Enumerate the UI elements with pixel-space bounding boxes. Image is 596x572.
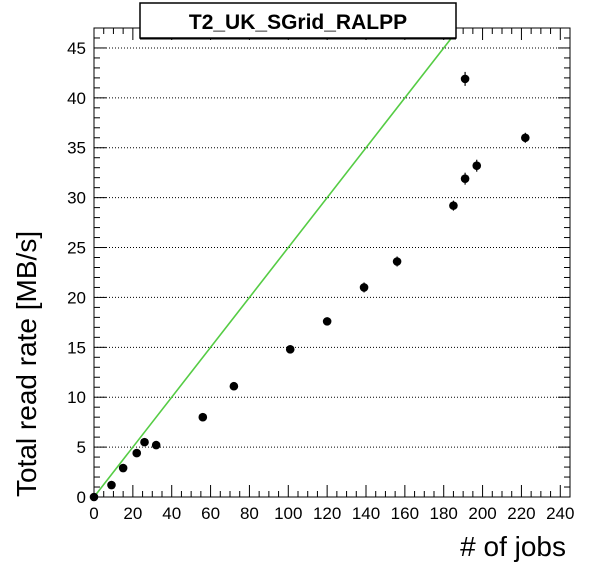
data-point xyxy=(132,448,142,458)
data-point xyxy=(322,317,332,326)
data-point xyxy=(285,345,295,354)
point-marker xyxy=(392,257,402,266)
point-marker xyxy=(89,492,99,502)
data-point xyxy=(460,71,470,86)
data-point xyxy=(392,256,402,267)
x-tick-label: 160 xyxy=(391,504,419,523)
y-tick-label: 45 xyxy=(67,39,86,58)
y-axis-title: Total read rate [MB/s] xyxy=(11,231,42,497)
y-tick-label: 40 xyxy=(67,89,86,108)
point-marker xyxy=(107,480,116,490)
point-marker xyxy=(322,317,332,326)
point-marker xyxy=(449,201,458,210)
point-marker xyxy=(151,440,161,450)
data-point xyxy=(198,412,208,422)
data-point xyxy=(118,463,128,473)
data-point xyxy=(89,492,99,502)
point-marker xyxy=(359,283,369,292)
x-tick-label: 200 xyxy=(468,504,496,523)
data-point xyxy=(140,437,149,447)
data-point xyxy=(449,200,458,211)
x-tick-label: 80 xyxy=(240,504,259,523)
data-point xyxy=(107,480,116,490)
point-marker xyxy=(132,448,142,458)
x-tick-label: 100 xyxy=(274,504,302,523)
x-axis-title: # of jobs xyxy=(460,531,566,562)
y-tick-label: 25 xyxy=(67,239,86,258)
title-box: T2_UK_SGrid_RALPP xyxy=(139,2,457,40)
x-tick-label: 220 xyxy=(507,504,535,523)
point-marker xyxy=(521,133,530,143)
point-marker xyxy=(140,437,149,447)
reference-line xyxy=(93,32,457,498)
x-tick-label: 140 xyxy=(352,504,380,523)
y-tick-label: 30 xyxy=(67,189,86,208)
x-tick-label: 40 xyxy=(162,504,181,523)
chart-title: T2_UK_SGrid_RALPP xyxy=(189,11,407,34)
y-tick-label: 0 xyxy=(77,488,86,507)
x-tick-label: 180 xyxy=(430,504,458,523)
data-points xyxy=(89,71,530,502)
y-tick-label: 20 xyxy=(67,288,86,307)
point-marker xyxy=(460,74,470,84)
point-marker xyxy=(460,174,470,183)
y-tick-label: 15 xyxy=(67,338,86,357)
point-marker xyxy=(472,161,482,171)
data-point xyxy=(460,172,470,185)
x-tick-label: 0 xyxy=(89,504,98,523)
grid-lines xyxy=(94,47,570,448)
tick-labels: 0 5 10 15 20 25 30 35 40 45 0 20 40 60 80 100 120 140 160 1… xyxy=(67,39,574,523)
point-marker xyxy=(229,381,239,391)
data-point xyxy=(472,159,482,172)
data-point xyxy=(229,381,239,391)
point-marker xyxy=(118,463,128,473)
point-marker xyxy=(198,412,208,422)
y-tick-label: 10 xyxy=(67,388,86,407)
y-tick-label: 35 xyxy=(67,139,86,158)
x-tick-label: 120 xyxy=(313,504,341,523)
x-tick-label: 240 xyxy=(546,504,574,523)
y-tick-label: 5 xyxy=(77,438,86,457)
x-tick-label: 20 xyxy=(123,504,142,523)
data-point xyxy=(151,440,161,450)
data-point xyxy=(521,132,530,143)
point-marker xyxy=(285,345,295,354)
x-tick-label: 60 xyxy=(201,504,220,523)
data-point xyxy=(359,282,369,293)
